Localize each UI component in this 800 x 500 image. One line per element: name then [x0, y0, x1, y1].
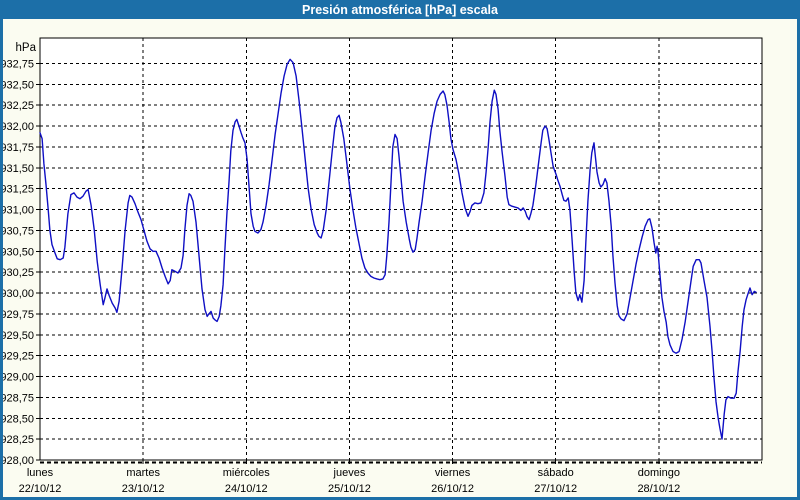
- y-tick-label: 930,50: [0, 246, 34, 258]
- y-tick-label: 931,25: [0, 184, 34, 196]
- day-date-label: 22/10/12: [19, 483, 62, 495]
- plot-area: 932,75 932,50 932,25 932,00 931,75 931,50 931,…: [0, 37, 763, 495]
- y-tick-label: 929,25: [0, 351, 34, 363]
- day-date-label: 24/10/12: [225, 483, 268, 495]
- y-tick-label: 930,00: [0, 288, 34, 300]
- y-tick-label: 931,75: [0, 142, 34, 154]
- y-tick-label: 928,50: [0, 413, 34, 425]
- y-tick-label: 929,75: [0, 309, 34, 321]
- day-name-label: jueves: [333, 467, 366, 479]
- day-name-label: martes: [126, 467, 160, 479]
- day-date-label: 26/10/12: [431, 483, 474, 495]
- day-name-label: sábado: [538, 467, 574, 479]
- day-date-label: 25/10/12: [328, 483, 371, 495]
- y-tick-label: 931,50: [0, 163, 34, 175]
- chart-title: Presión atmosférica [hPa] escala: [302, 3, 499, 17]
- y-tick-label: 928,00: [0, 455, 34, 467]
- day-date-label: 27/10/12: [534, 483, 577, 495]
- y-tick-label: 932,50: [0, 79, 34, 91]
- y-tick-label: 932,00: [0, 121, 34, 133]
- y-tick-label: 930,75: [0, 225, 34, 237]
- day-name-label: miércoles: [223, 467, 271, 479]
- y-tick-label: 928,75: [0, 392, 34, 404]
- day-name-label: viernes: [435, 467, 471, 479]
- plot-frame: [39, 37, 763, 461]
- day-date-label: 23/10/12: [122, 483, 165, 495]
- day-name-label: lunes: [27, 467, 54, 479]
- pressure-series-line: [39, 58, 757, 440]
- y-tick-label: 932,75: [0, 59, 34, 71]
- y-axis-unit-label: hPa: [16, 42, 37, 54]
- y-tick-label: 931,00: [0, 205, 34, 217]
- y-tick-label: 932,25: [0, 100, 34, 112]
- plot-background: [40, 38, 762, 460]
- y-tick-label: 930,25: [0, 267, 34, 279]
- y-tick-label: 929,00: [0, 372, 34, 384]
- day-name-label: domingo: [638, 467, 680, 479]
- y-tick-label: 929,50: [0, 330, 34, 342]
- title-bar: [0, 0, 800, 19]
- y-tick-label: 928,25: [0, 434, 34, 446]
- day-date-label: 28/10/12: [637, 483, 680, 495]
